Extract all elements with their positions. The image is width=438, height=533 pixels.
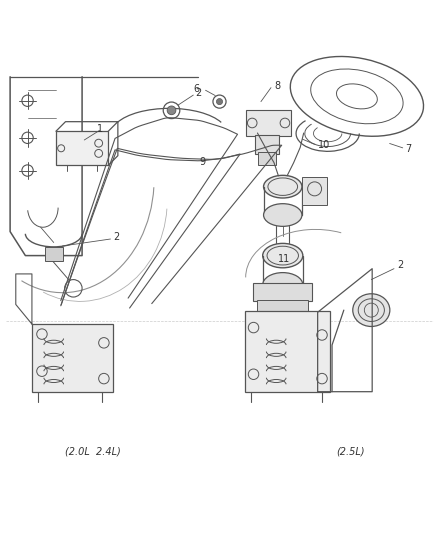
Circle shape xyxy=(216,99,222,104)
Text: (2.0L  2.4L): (2.0L 2.4L) xyxy=(65,447,120,457)
Bar xyxy=(301,177,326,205)
Ellipse shape xyxy=(262,272,302,297)
Bar xyxy=(244,311,329,392)
Text: 2: 2 xyxy=(113,232,120,243)
Circle shape xyxy=(167,106,176,115)
Ellipse shape xyxy=(263,175,301,198)
Bar xyxy=(257,300,307,316)
Text: 9: 9 xyxy=(199,157,205,167)
Bar xyxy=(45,247,63,261)
Ellipse shape xyxy=(262,244,302,268)
Text: 6: 6 xyxy=(193,84,199,93)
Ellipse shape xyxy=(263,204,301,227)
Bar xyxy=(32,324,113,392)
Text: 11: 11 xyxy=(277,254,290,264)
Text: (2.5L): (2.5L) xyxy=(336,447,364,457)
Bar xyxy=(245,110,291,135)
Bar xyxy=(255,313,309,328)
Text: 7: 7 xyxy=(404,144,410,154)
Text: 10: 10 xyxy=(317,140,329,150)
Text: 2: 2 xyxy=(195,88,201,98)
Bar xyxy=(253,283,311,301)
Bar xyxy=(257,152,276,165)
Bar xyxy=(56,131,108,165)
Ellipse shape xyxy=(352,294,389,327)
Bar xyxy=(254,135,279,154)
Text: 8: 8 xyxy=(273,82,279,91)
Text: 2: 2 xyxy=(396,260,403,270)
Text: 1: 1 xyxy=(97,124,103,134)
